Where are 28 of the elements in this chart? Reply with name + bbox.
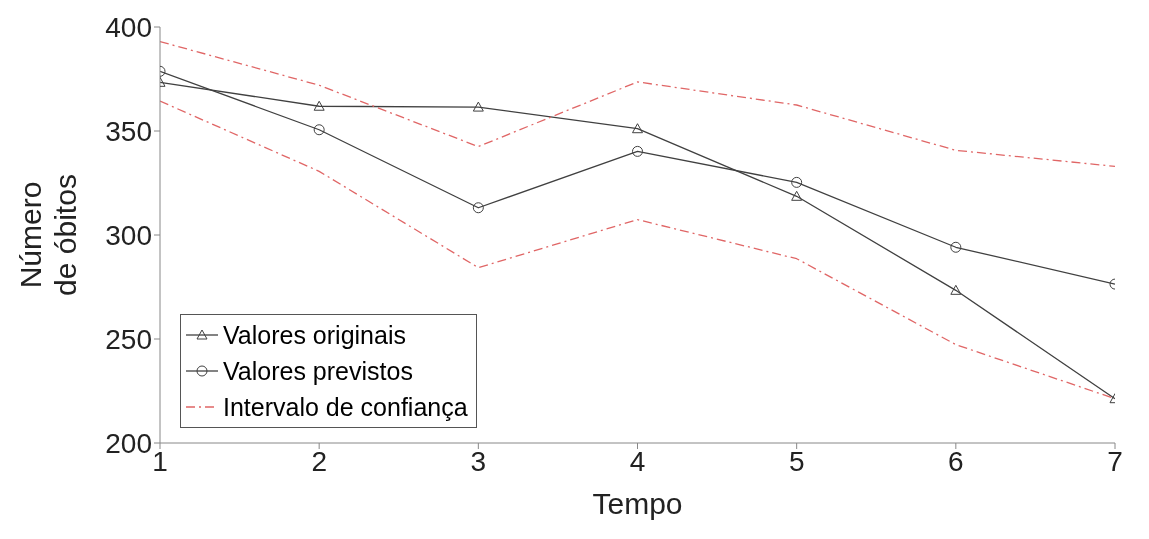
- point: [472, 202, 484, 214]
- legend-label: Valores originais: [223, 320, 406, 351]
- point: [950, 284, 962, 295]
- point: [632, 145, 643, 157]
- point: [950, 241, 962, 253]
- y-tick-label: 400: [105, 11, 152, 43]
- x-tick-label: 4: [629, 445, 646, 477]
- y-tick-label: 350: [105, 115, 152, 147]
- x-tick-label: 3: [470, 445, 487, 477]
- point: [791, 190, 803, 201]
- legend-label: Valores previstos: [223, 356, 413, 387]
- point: [791, 176, 803, 188]
- line-series: [160, 40, 1115, 168]
- point: [632, 123, 643, 134]
- y-tick-label: 200: [105, 427, 152, 459]
- x-tick-label: 2: [311, 445, 327, 477]
- y-axis-title: Número de óbitos: [13, 174, 82, 296]
- y-tick-label: 250: [105, 323, 152, 355]
- x-tick-label: 6: [948, 445, 964, 477]
- y-tick-label: 300: [105, 219, 152, 251]
- point: [472, 101, 484, 112]
- point: [313, 100, 325, 111]
- x-axis-title: Tempo: [592, 487, 683, 520]
- x-tick-label: 7: [1107, 445, 1123, 477]
- legend-label: Intervalo de confiança: [223, 392, 468, 423]
- x-tick-label: 1: [152, 445, 168, 477]
- point: [313, 124, 325, 136]
- x-tick-label: 5: [788, 445, 805, 477]
